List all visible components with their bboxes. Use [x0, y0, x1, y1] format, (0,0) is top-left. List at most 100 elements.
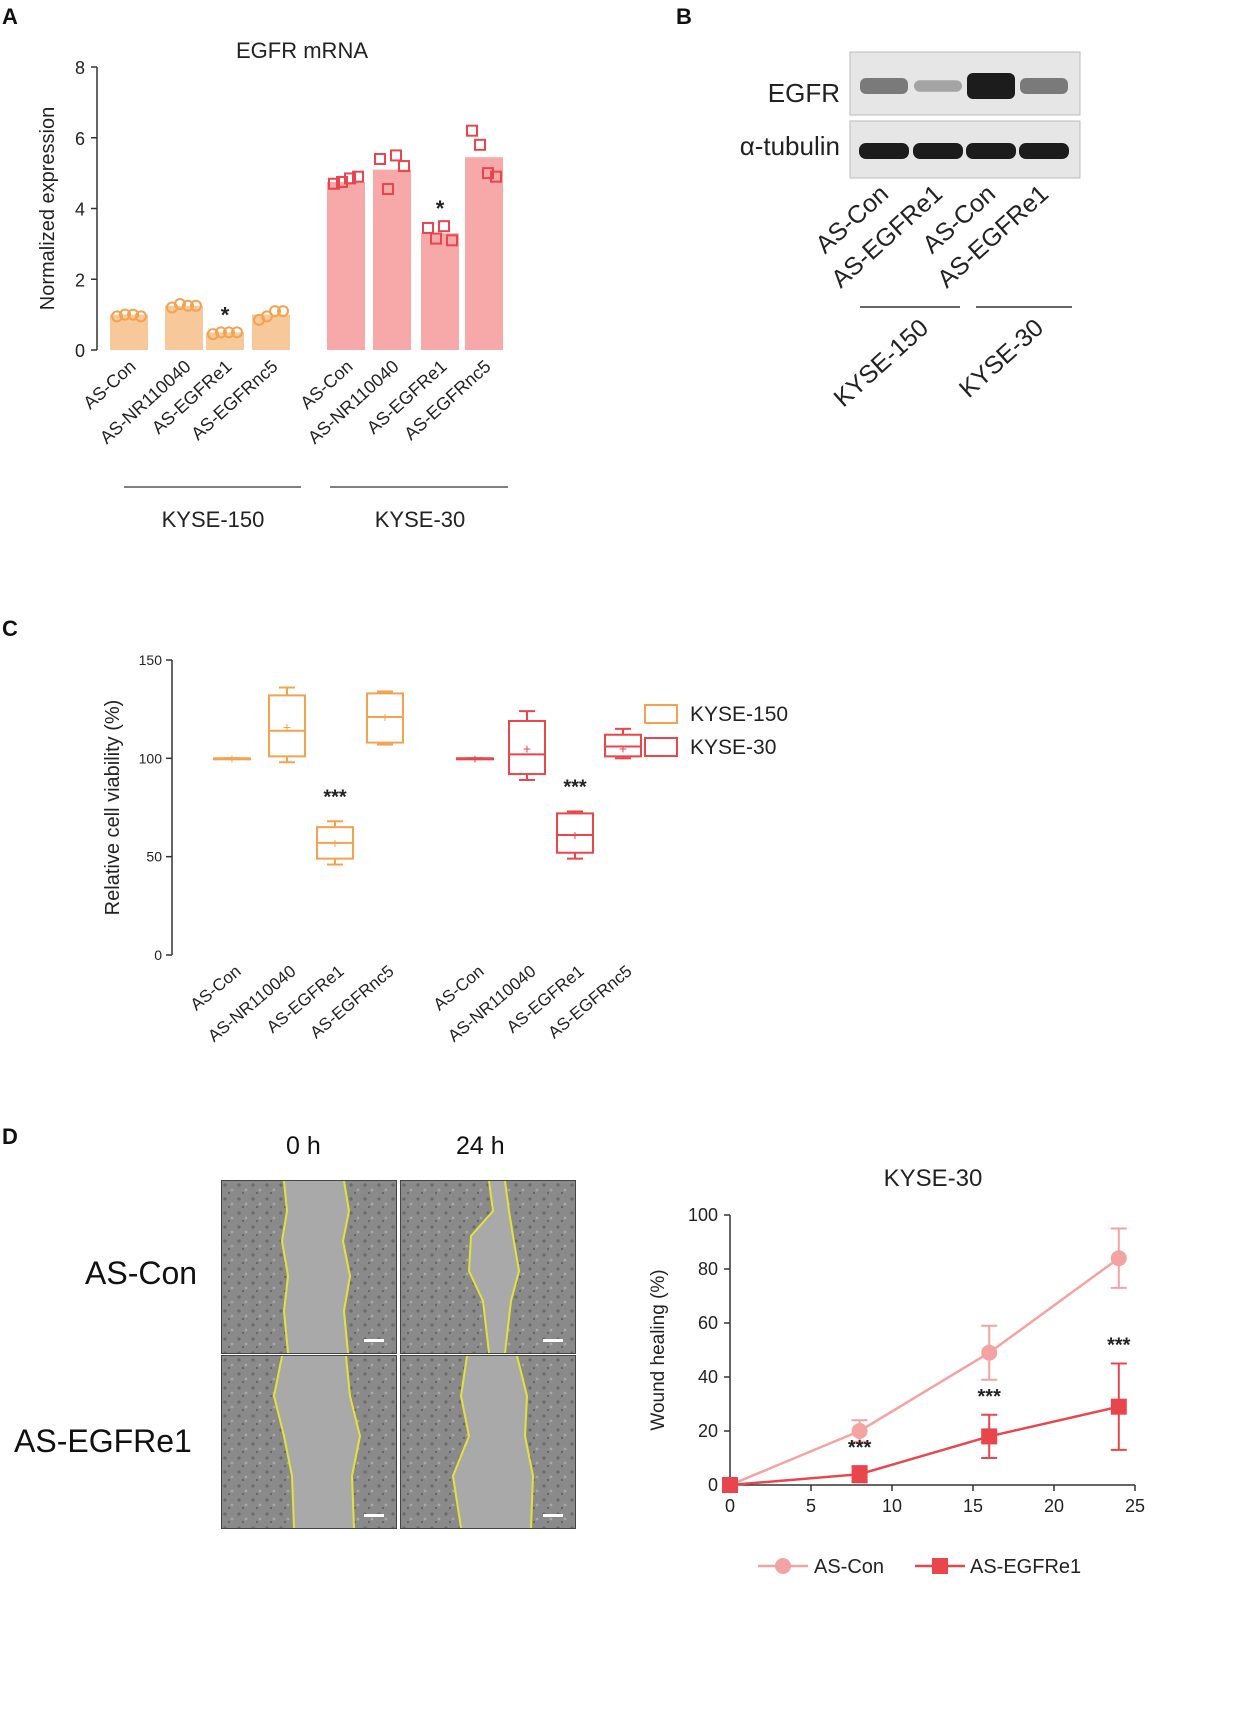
- legend-swatch: [644, 737, 678, 757]
- data-point: [261, 310, 273, 323]
- data-point: [215, 326, 227, 339]
- legend-label: AS-Con: [814, 1556, 884, 1578]
- data-point: [482, 167, 494, 180]
- y-tick-label: 50: [146, 849, 162, 865]
- data-point: [119, 308, 131, 321]
- x-tick-label: 0: [725, 1496, 735, 1516]
- y-tick-label: 60: [698, 1313, 718, 1333]
- scratch-image-con-24h: [400, 1180, 576, 1354]
- data-point: [182, 299, 194, 312]
- legend-marker: [775, 1558, 791, 1574]
- bar: [465, 157, 503, 350]
- data-point: [336, 175, 348, 188]
- x-tick-label: 25: [1125, 1496, 1145, 1516]
- y-axis-label: Relative cell viability (%): [102, 700, 124, 916]
- blot-band: [914, 80, 962, 92]
- data-point: [722, 1477, 738, 1493]
- box: [268, 694, 306, 758]
- box-mean: +: [331, 835, 339, 851]
- blot-band: [966, 143, 1016, 159]
- data-point: [174, 298, 186, 311]
- significance-marker: ***: [323, 786, 347, 808]
- blot-row-label: α-tubulin: [740, 131, 840, 161]
- bar: [421, 233, 459, 350]
- x-tick-label: 5: [806, 1496, 816, 1516]
- box-mean: +: [228, 750, 236, 766]
- data-point: [474, 138, 486, 151]
- y-tick-label: 40: [698, 1367, 718, 1387]
- blot-band: [913, 143, 963, 159]
- legend-swatch: [644, 704, 678, 724]
- data-point: [981, 1344, 998, 1361]
- x-tick-label: AS-EGFRnc5: [544, 962, 635, 1043]
- data-point: [135, 310, 147, 323]
- data-point: [190, 299, 202, 312]
- y-tick-label: 0: [154, 947, 162, 963]
- bar: [110, 314, 148, 350]
- significance-marker: ***: [848, 1437, 872, 1459]
- scratch-image-con-0h: [221, 1180, 397, 1354]
- box-mean: +: [471, 750, 479, 766]
- legend-label: KYSE-150: [690, 703, 788, 726]
- data-point: [1110, 1250, 1127, 1267]
- legend-label: AS-EGFRe1: [970, 1556, 1081, 1578]
- data-point: [231, 326, 243, 339]
- y-tick-label: 150: [139, 652, 163, 668]
- significance-marker: ***: [1107, 1335, 1131, 1357]
- chart-d-title: KYSE-30: [884, 1165, 983, 1192]
- legend-label: KYSE-30: [690, 736, 776, 759]
- panel-label-c: C: [2, 616, 18, 641]
- significance-marker: *: [221, 302, 230, 327]
- panel-label-a: A: [2, 4, 18, 29]
- x-tick-label: 10: [882, 1496, 902, 1516]
- chart-d-wound-healing: KYSE-30 0 20 40 60 80 100 0 5 10 15 20 25 Wound heali…: [648, 1165, 1145, 1578]
- data-point: [446, 234, 458, 247]
- data-point: [430, 232, 442, 245]
- data-point: [398, 160, 410, 173]
- time-label-24h: 24 h: [456, 1132, 505, 1160]
- data-point: [390, 149, 402, 162]
- y-tick-label: 0: [75, 341, 85, 361]
- bar: [373, 169, 411, 350]
- y-tick-label: 8: [75, 58, 85, 78]
- data-point: [269, 305, 281, 318]
- scratch-image-egfre1-24h: [400, 1355, 576, 1529]
- western-blot-b: EGFRα-tubulinAS-ConAS-EGFRe1AS-ConAS-EGF…: [740, 51, 1081, 413]
- series-line: [729, 1257, 1120, 1487]
- y-tick-label: 20: [698, 1421, 718, 1441]
- group-label: KYSE-150: [829, 314, 934, 413]
- data-point: [352, 170, 364, 183]
- data-point: [111, 310, 123, 323]
- panel-label-d: D: [2, 1124, 18, 1149]
- data-point: [344, 172, 356, 185]
- x-tick-label: 20: [1044, 1496, 1064, 1516]
- data-point: [1110, 1398, 1127, 1415]
- y-axis-label: Normalized expression: [37, 107, 59, 310]
- y-tick-label: 4: [75, 200, 85, 220]
- scratch-image-egfre1-0h: [221, 1355, 397, 1529]
- bar: [327, 181, 365, 350]
- y-axis-label: Wound healing (%): [648, 1269, 669, 1430]
- x-tick-label: 15: [963, 1496, 983, 1516]
- data-point: [422, 221, 434, 234]
- data-point: [277, 305, 289, 318]
- blot-row-label: EGFR: [768, 78, 840, 108]
- box: [508, 719, 546, 776]
- box: [556, 812, 594, 854]
- group-label: KYSE-30: [375, 507, 466, 532]
- y-tick-label: 100: [688, 1205, 718, 1225]
- time-label-0h: 0 h: [286, 1132, 321, 1160]
- box-mean: +: [523, 741, 531, 757]
- data-point: [382, 183, 394, 196]
- legend-marker: [932, 1558, 948, 1574]
- data-point: [223, 326, 235, 339]
- significance-marker: *: [436, 196, 445, 221]
- blot-band: [859, 143, 909, 159]
- box-mean: +: [619, 741, 627, 757]
- blot-band: [1020, 77, 1068, 95]
- y-tick-label: 6: [75, 129, 85, 149]
- group-label: KYSE-30: [954, 314, 1049, 404]
- box-mean: +: [381, 709, 389, 725]
- y-tick-label: 0: [708, 1475, 718, 1495]
- condition-label-as-con: AS-Con: [85, 1255, 198, 1291]
